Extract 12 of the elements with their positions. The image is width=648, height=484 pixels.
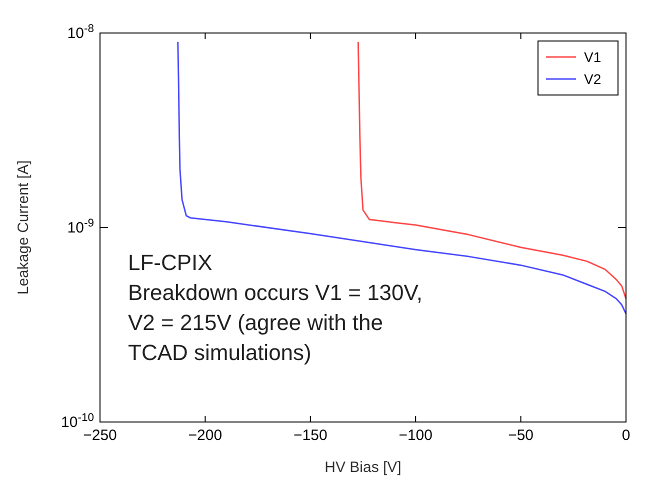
x-tick-label: −50	[508, 427, 534, 444]
legend-label: V2	[584, 71, 602, 87]
x-tick-label: 0	[622, 427, 630, 444]
y-tick-label: 10$^{-8}$	[67, 23, 94, 42]
y-tick-label: 10$^{-9}$	[67, 218, 94, 236]
x-tick-label: −200	[188, 427, 222, 444]
annotation: LF-CPIX Breakdown occurs V1 = 130V, V2 = 215V (agree with the TCAD simulations)	[128, 250, 423, 365]
x-tick-label: −150	[294, 427, 328, 444]
y-axis-title: Leakage Current [A]	[15, 160, 32, 295]
x-tick-label: −100	[398, 427, 432, 444]
x-axis-title: HV Bias [V]	[324, 459, 402, 476]
legend-label: V1	[584, 49, 602, 65]
